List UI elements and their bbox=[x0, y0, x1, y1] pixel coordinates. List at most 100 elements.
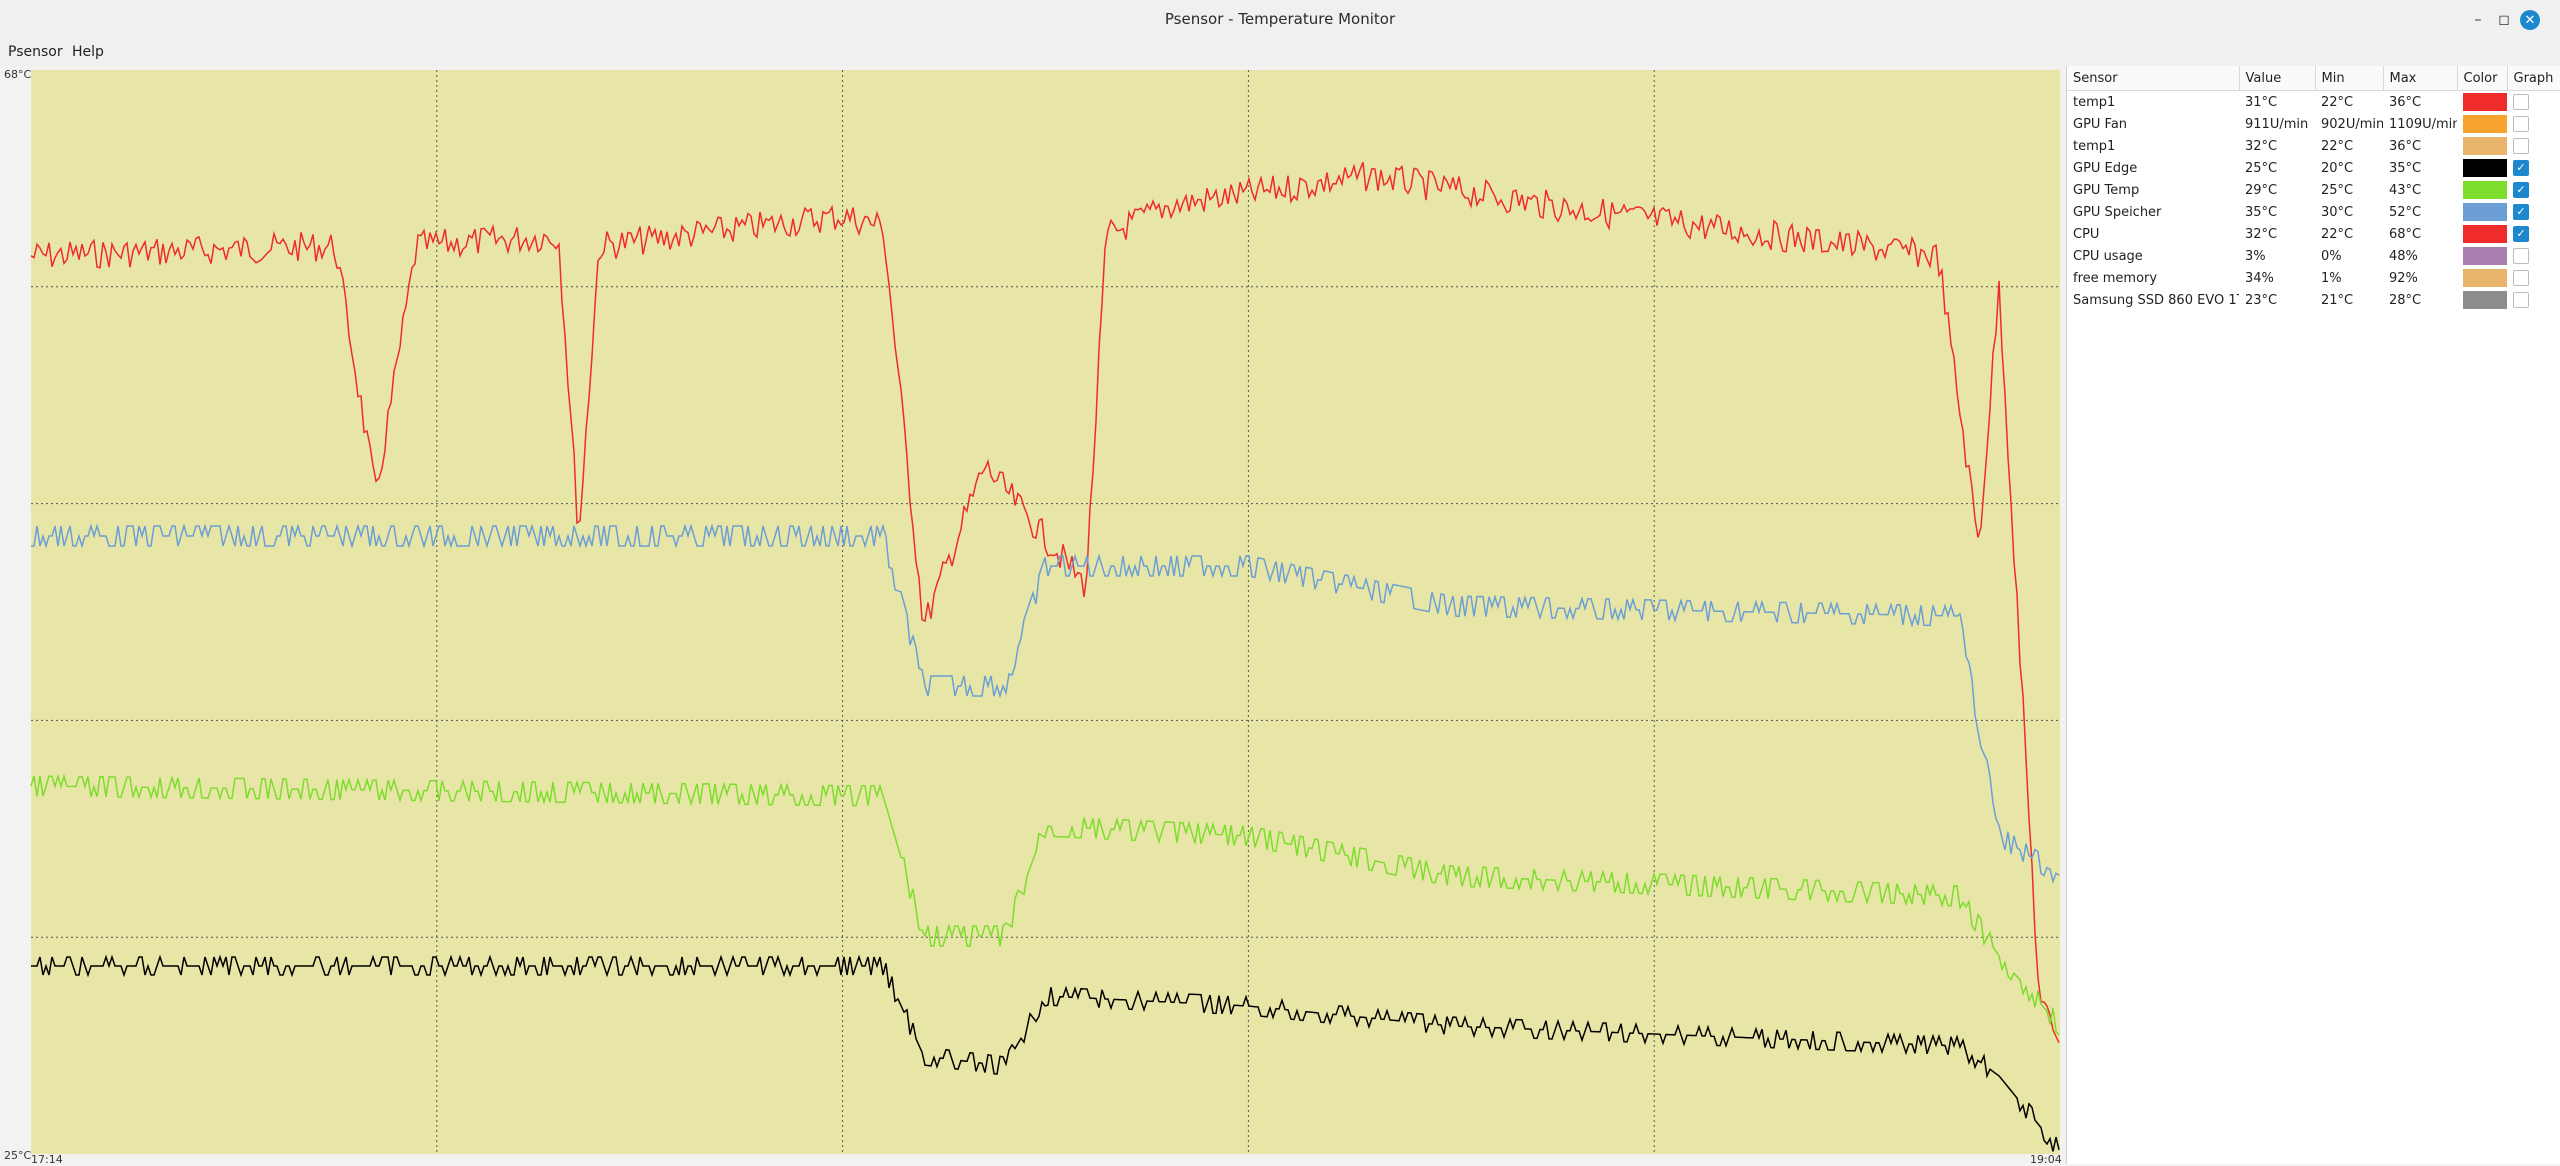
column-header-sensor[interactable]: Sensor bbox=[2067, 66, 2240, 91]
cell-sensor: GPU Fan bbox=[2073, 116, 2128, 132]
cell-value: 911U/min bbox=[2245, 116, 2309, 132]
graph-checkbox[interactable] bbox=[2513, 94, 2529, 110]
cell-graph: ✓ bbox=[2507, 223, 2560, 245]
x-end-label: 19:04 bbox=[2030, 1153, 2062, 1166]
cell-color[interactable] bbox=[2457, 179, 2507, 201]
series-line bbox=[30, 161, 2060, 1044]
cell-max: 35°C bbox=[2389, 160, 2422, 176]
cell-min: 22°C bbox=[2321, 226, 2354, 242]
y-max-label: 68°C bbox=[4, 68, 32, 81]
column-header-color[interactable]: Color bbox=[2457, 66, 2508, 91]
color-swatch[interactable] bbox=[2463, 93, 2507, 111]
temperature-graph: 68°C 25°C 17:14 19:04 bbox=[0, 66, 2062, 1166]
cell-color[interactable] bbox=[2457, 91, 2507, 114]
color-swatch[interactable] bbox=[2463, 115, 2507, 133]
graph-checkbox[interactable] bbox=[2513, 292, 2529, 308]
cell-color[interactable] bbox=[2457, 113, 2507, 135]
close-button[interactable]: ✕ bbox=[2518, 8, 2542, 32]
graph-checkbox[interactable] bbox=[2513, 138, 2529, 154]
cell-graph bbox=[2507, 267, 2560, 289]
sensor-table: Sensor Value Min Max Color Graph temp1 31… bbox=[2067, 66, 2560, 311]
column-header-value[interactable]: Value bbox=[2239, 66, 2316, 91]
color-swatch[interactable] bbox=[2463, 225, 2507, 243]
color-swatch[interactable] bbox=[2463, 291, 2507, 309]
table-row[interactable]: temp1 32°C 22°C 36°C bbox=[2067, 135, 2560, 157]
cell-max: 36°C bbox=[2389, 94, 2422, 110]
table-row[interactable]: CPU 32°C 22°C 68°C ✓ bbox=[2067, 223, 2560, 245]
column-header-min[interactable]: Min bbox=[2315, 66, 2384, 91]
table-row[interactable]: Samsung SSD 860 EVO 1TB 23°C 21°C 28°C bbox=[2067, 289, 2560, 311]
table-row[interactable]: GPU Edge 25°C 20°C 35°C ✓ bbox=[2067, 157, 2560, 179]
graph-checkbox[interactable]: ✓ bbox=[2513, 226, 2529, 242]
cell-graph bbox=[2507, 113, 2560, 135]
color-swatch[interactable] bbox=[2463, 203, 2507, 221]
color-swatch[interactable] bbox=[2463, 247, 2507, 265]
menu-psensor[interactable]: Psensor bbox=[8, 44, 63, 60]
cell-value: 34% bbox=[2245, 270, 2274, 286]
cell-graph: ✓ bbox=[2507, 179, 2560, 201]
graph-checkbox[interactable]: ✓ bbox=[2513, 182, 2529, 198]
series-line bbox=[30, 773, 2060, 1036]
cell-sensor: Samsung SSD 860 EVO 1TB bbox=[2073, 292, 2239, 308]
cell-value: 35°C bbox=[2245, 204, 2278, 220]
color-swatch[interactable] bbox=[2463, 137, 2507, 155]
cell-min: 22°C bbox=[2321, 138, 2354, 154]
maximize-icon[interactable]: ◻ bbox=[2498, 12, 2510, 28]
cell-min: 22°C bbox=[2321, 94, 2354, 110]
column-header-max[interactable]: Max bbox=[2383, 66, 2458, 91]
color-swatch[interactable] bbox=[2463, 159, 2507, 177]
table-row[interactable]: free memory 34% 1% 92% bbox=[2067, 267, 2560, 289]
graph-checkbox[interactable] bbox=[2513, 270, 2529, 286]
cell-max: 36°C bbox=[2389, 138, 2422, 154]
x-start-label: 17:14 bbox=[31, 1153, 63, 1166]
color-swatch[interactable] bbox=[2463, 181, 2507, 199]
menu-help[interactable]: Help bbox=[72, 44, 104, 60]
table-row[interactable]: temp1 31°C 22°C 36°C bbox=[2067, 91, 2560, 114]
color-swatch[interactable] bbox=[2463, 269, 2507, 287]
cell-value: 31°C bbox=[2245, 94, 2278, 110]
cell-sensor: GPU Speicher bbox=[2073, 204, 2162, 220]
table-row[interactable]: GPU Speicher 35°C 30°C 52°C ✓ bbox=[2067, 201, 2560, 223]
cell-min: 25°C bbox=[2321, 182, 2354, 198]
graph-checkbox[interactable]: ✓ bbox=[2513, 204, 2529, 220]
cell-sensor: GPU Temp bbox=[2073, 182, 2140, 198]
cell-min: 21°C bbox=[2321, 292, 2354, 308]
cell-color[interactable] bbox=[2457, 157, 2507, 179]
cell-max: 48% bbox=[2389, 248, 2418, 264]
cell-color[interactable] bbox=[2457, 267, 2507, 289]
graph-checkbox[interactable] bbox=[2513, 116, 2529, 132]
table-row[interactable]: GPU Fan 911U/min 902U/min 1109U/min bbox=[2067, 113, 2560, 135]
series-line bbox=[31, 954, 2060, 1152]
cell-value: 29°C bbox=[2245, 182, 2278, 198]
series-line bbox=[31, 523, 2060, 884]
cell-max: 68°C bbox=[2389, 226, 2422, 242]
cell-value: 25°C bbox=[2245, 160, 2278, 176]
cell-min: 1% bbox=[2321, 270, 2342, 286]
cell-graph bbox=[2507, 245, 2560, 267]
cell-max: 92% bbox=[2389, 270, 2418, 286]
minimize-icon[interactable]: – bbox=[2474, 12, 2482, 28]
cell-value: 32°C bbox=[2245, 226, 2278, 242]
cell-graph bbox=[2507, 289, 2560, 311]
cell-min: 20°C bbox=[2321, 160, 2354, 176]
graph-checkbox[interactable] bbox=[2513, 248, 2529, 264]
table-header: Sensor Value Min Max Color Graph bbox=[2067, 66, 2560, 91]
menu-bar: Psensor Help bbox=[0, 40, 2560, 66]
table-row[interactable]: GPU Temp 29°C 25°C 43°C ✓ bbox=[2067, 179, 2560, 201]
cell-sensor: CPU bbox=[2073, 226, 2100, 242]
column-header-graph[interactable]: Graph bbox=[2507, 66, 2560, 91]
cell-sensor: GPU Edge bbox=[2073, 160, 2138, 176]
cell-color[interactable] bbox=[2457, 201, 2507, 223]
cell-color[interactable] bbox=[2457, 245, 2507, 267]
graph-checkbox[interactable]: ✓ bbox=[2513, 160, 2529, 176]
cell-color[interactable] bbox=[2457, 289, 2507, 311]
cell-graph bbox=[2507, 135, 2560, 157]
cell-color[interactable] bbox=[2457, 223, 2507, 245]
cell-min: 0% bbox=[2321, 248, 2342, 264]
cell-graph bbox=[2507, 91, 2560, 114]
cell-sensor: temp1 bbox=[2073, 94, 2116, 110]
sensor-panel: Sensor Value Min Max Color Graph temp1 31… bbox=[2066, 66, 2560, 1164]
cell-max: 1109U/min bbox=[2389, 116, 2457, 132]
cell-color[interactable] bbox=[2457, 135, 2507, 157]
table-row[interactable]: CPU usage 3% 0% 48% bbox=[2067, 245, 2560, 267]
